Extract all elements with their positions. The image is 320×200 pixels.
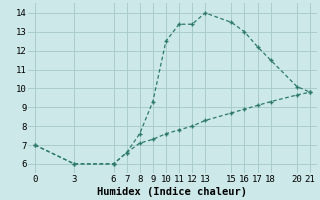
X-axis label: Humidex (Indice chaleur): Humidex (Indice chaleur)	[98, 186, 247, 197]
